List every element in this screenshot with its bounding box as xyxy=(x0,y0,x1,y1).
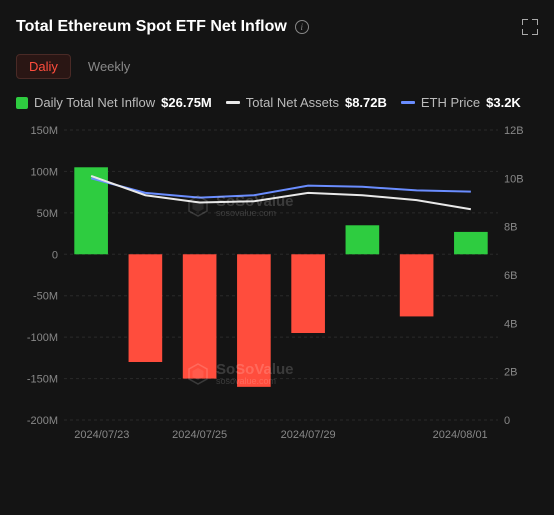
svg-text:-150M: -150M xyxy=(27,374,58,386)
chart-svg: -200M -150M -100M -50M 0 50M 100M 150M 0 2B 4B 6B 8B… xyxy=(16,124,538,444)
svg-text:8B: 8B xyxy=(504,222,517,234)
svg-text:2024/07/29: 2024/07/29 xyxy=(281,429,336,441)
legend-assets-value: $8.72B xyxy=(345,95,387,110)
legend-inflow-label: Daily Total Net Inflow xyxy=(34,95,155,110)
legend-eth-value: $3.2K xyxy=(486,95,521,110)
svg-text:0: 0 xyxy=(504,415,510,427)
time-range-tabs: Daliy Weekly xyxy=(16,54,538,79)
svg-text:-50M: -50M xyxy=(33,291,58,303)
chart-legend: Daily Total Net Inflow $26.75M Total Net… xyxy=(16,95,538,110)
etf-chart: -200M -150M -100M -50M 0 50M 100M 150M 0 2B 4B 6B 8B… xyxy=(16,124,538,444)
legend-inflow: Daily Total Net Inflow $26.75M xyxy=(16,95,212,110)
svg-text:6B: 6B xyxy=(504,270,517,282)
tab-weekly[interactable]: Weekly xyxy=(75,54,143,79)
legend-assets: Total Net Assets $8.72B xyxy=(226,95,387,110)
svg-text:2024/08/01: 2024/08/01 xyxy=(433,429,488,441)
svg-text:-200M: -200M xyxy=(27,415,58,427)
legend-assets-label: Total Net Assets xyxy=(246,95,339,110)
svg-text:10B: 10B xyxy=(504,173,524,185)
expand-icon[interactable] xyxy=(522,19,538,35)
legend-eth: ETH Price $3.2K xyxy=(401,95,521,110)
svg-text:150M: 150M xyxy=(30,125,58,137)
svg-text:100M: 100M xyxy=(30,166,58,178)
svg-text:50M: 50M xyxy=(37,208,58,220)
legend-inflow-swatch xyxy=(16,97,28,109)
info-icon[interactable]: i xyxy=(295,20,309,34)
legend-inflow-value: $26.75M xyxy=(161,95,212,110)
svg-text:12B: 12B xyxy=(504,125,524,137)
legend-eth-swatch xyxy=(401,101,415,104)
svg-text:2B: 2B xyxy=(504,367,517,379)
legend-assets-swatch xyxy=(226,101,240,104)
svg-text:-100M: -100M xyxy=(27,332,58,344)
page-title: Total Ethereum Spot ETF Net Inflow xyxy=(16,18,287,36)
svg-text:2024/07/25: 2024/07/25 xyxy=(172,429,227,441)
legend-eth-label: ETH Price xyxy=(421,95,480,110)
svg-text:2024/07/23: 2024/07/23 xyxy=(74,429,129,441)
tab-daily[interactable]: Daliy xyxy=(16,54,71,79)
svg-text:4B: 4B xyxy=(504,318,517,330)
svg-text:0: 0 xyxy=(52,249,58,261)
